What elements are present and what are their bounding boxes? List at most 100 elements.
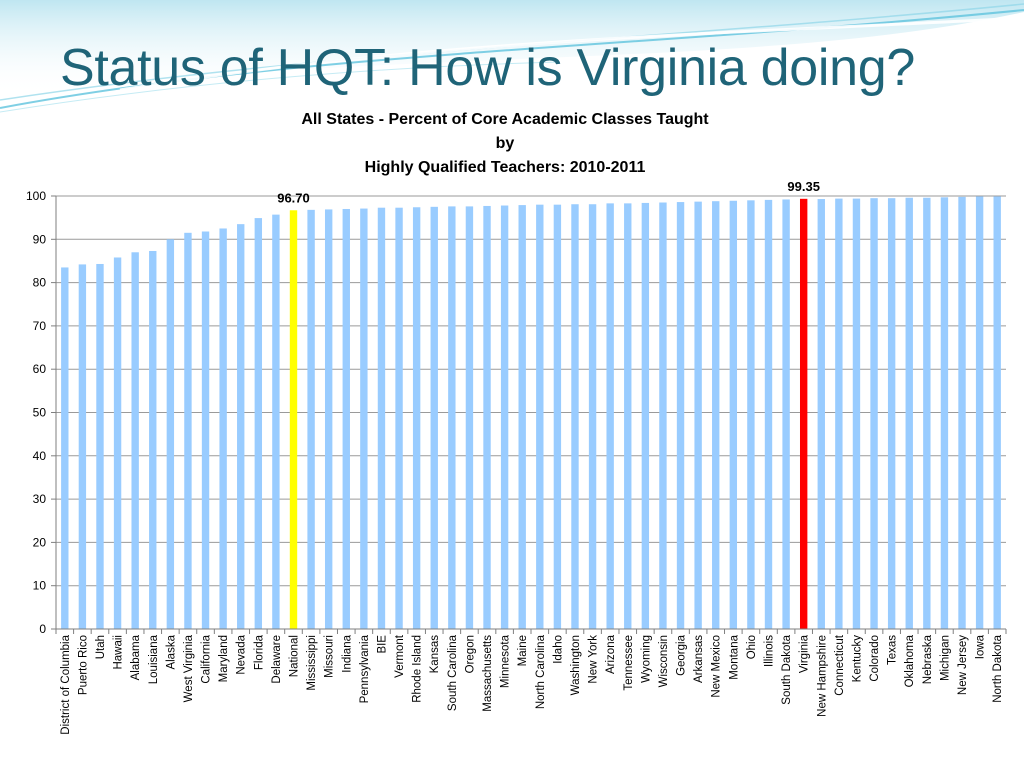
- x-tick-label-minnesota: Minnesota: [500, 634, 512, 688]
- chart-title-line-1: All States - Percent of Core Academic Cl…: [301, 111, 709, 128]
- x-tick-label-georgia: Georgia: [676, 634, 688, 676]
- slide-title: Status of HQT: How is Virginia doing?: [60, 39, 916, 97]
- bar-national: [289, 210, 298, 629]
- y-tick-label-50: 50: [33, 406, 47, 420]
- bar-illinois: [764, 199, 773, 629]
- bar-idaho: [553, 204, 562, 629]
- y-tick-label-80: 80: [33, 276, 47, 290]
- x-tick-label-rhode-island: Rhode Island: [412, 635, 424, 703]
- bar-virginia: [799, 198, 808, 629]
- y-tick-label-10: 10: [33, 579, 47, 593]
- x-tick-label-idaho: Idaho: [552, 635, 564, 664]
- bar-west-virginia: [184, 232, 192, 629]
- x-tick-label-north-carolina: North Carolina: [535, 634, 547, 709]
- x-tick-label-new-hampshire: New Hampshire: [816, 635, 828, 717]
- x-tick-label-west-virginia: West Virginia: [183, 634, 195, 702]
- data-label-virginia: 99.35: [787, 179, 820, 194]
- bar-north-dakota: [993, 196, 1001, 630]
- bar-florida: [254, 218, 263, 629]
- bar-new-hampshire: [817, 199, 825, 629]
- x-tick-label-district-of-columbia: District of Columbia: [60, 634, 72, 734]
- bar-minnesota: [500, 205, 509, 629]
- x-tick-label-wyoming: Wyoming: [640, 635, 652, 683]
- y-tick-label-70: 70: [33, 319, 47, 333]
- y-tick-label-40: 40: [33, 449, 47, 463]
- bar-nebraska: [923, 197, 931, 629]
- bar-colorado: [870, 198, 878, 630]
- x-tick-label-puerto-rico: Puerto Rico: [77, 635, 89, 695]
- bar-new-mexico: [712, 201, 720, 630]
- x-tick-label-illinois: Illinois: [764, 635, 776, 667]
- x-tick-label-connecticut: Connecticut: [834, 634, 846, 696]
- bar-washington: [571, 204, 579, 630]
- bar-rhode-island: [412, 207, 421, 629]
- bar-maryland: [219, 228, 227, 629]
- bar-arkansas: [694, 201, 702, 629]
- y-tick-label-100: 100: [26, 189, 46, 203]
- x-tick-label-utah: Utah: [95, 635, 107, 659]
- x-tick-label-bie: BIE: [376, 635, 388, 654]
- bar-massachusetts: [483, 205, 491, 630]
- bar-louisiana: [149, 250, 157, 629]
- bar-oregon: [465, 206, 474, 629]
- y-tick-label-30: 30: [33, 492, 47, 506]
- bar-district-of-columbia: [61, 267, 69, 629]
- x-tick-label-missouri: Missouri: [324, 635, 336, 678]
- gridlines: [56, 195, 1006, 587]
- x-tick-label-south-carolina: South Carolina: [447, 634, 459, 711]
- x-tick-label-pennsylvania: Pennsylvania: [359, 634, 371, 703]
- chart-title-line-2: by: [495, 135, 515, 152]
- x-tick-label-oregon: Oregon: [464, 635, 476, 673]
- labels: 0 10 20 30 40 50 60 70 80 90 100 District of Columb…: [26, 179, 1004, 735]
- x-tick-label-texas: Texas: [887, 635, 899, 665]
- bar-iowa: [975, 196, 984, 630]
- x-tick-label-mississippi: Mississippi: [306, 635, 318, 691]
- x-tick-label-new-york: New York: [588, 635, 600, 684]
- x-tick-label-colorado: Colorado: [869, 635, 881, 682]
- bar-georgia: [676, 202, 685, 629]
- x-tick-label-ohio: Ohio: [746, 635, 758, 659]
- x-tick-label-alaska: Alaska: [165, 634, 177, 669]
- bar-utah: [96, 263, 104, 629]
- decorative-header-swoosh: [0, 0, 1024, 113]
- x-tick-label-maine: Maine: [517, 635, 529, 666]
- bar-california: [201, 231, 210, 630]
- x-tick-label-michigan: Michigan: [939, 635, 951, 681]
- x-tick-label-california: California: [201, 634, 213, 683]
- bar-bie: [377, 207, 386, 630]
- x-tick-label-arizona: Arizona: [605, 634, 617, 674]
- x-tick-label-maryland: Maryland: [218, 635, 230, 682]
- bars: [61, 196, 1001, 630]
- bar-ohio: [747, 200, 755, 629]
- x-tick-label-new-jersey: New Jersey: [957, 635, 969, 695]
- bar-puerto-rico: [78, 264, 87, 629]
- data-label-national: 96.70: [277, 190, 310, 205]
- bar-new-jersey: [958, 196, 966, 629]
- bar-hawaii: [113, 257, 122, 629]
- bar-texas: [887, 198, 896, 630]
- bar-nevada: [237, 224, 245, 629]
- y-tick-label-0: 0: [39, 622, 46, 636]
- bar-arizona: [606, 203, 614, 629]
- axes: [51, 195, 1007, 634]
- bar-tennessee: [624, 203, 632, 629]
- x-tick-label-north-dakota: North Dakota: [992, 634, 1004, 702]
- x-tick-label-indiana: Indiana: [341, 634, 353, 672]
- bar-wyoming: [641, 202, 650, 630]
- x-tick-label-tennessee: Tennessee: [623, 635, 635, 691]
- x-tick-label-nebraska: Nebraska: [922, 634, 934, 684]
- y-tick-label-90: 90: [33, 232, 47, 246]
- bar-mississippi: [307, 209, 315, 629]
- bar-south-dakota: [782, 199, 790, 630]
- x-tick-label-washington: Washington: [570, 635, 582, 695]
- y-tick-label-20: 20: [33, 535, 47, 549]
- bar-alaska: [166, 239, 175, 630]
- x-tick-label-kansas: Kansas: [429, 635, 441, 674]
- bar-michigan: [940, 197, 949, 629]
- chart-title-line-3: Highly Qualified Teachers: 2010-2011: [364, 159, 646, 176]
- bar-pennsylvania: [360, 208, 368, 629]
- bar-montana: [729, 200, 738, 629]
- x-tick-label-arkansas: Arkansas: [693, 635, 705, 683]
- y-tick-label-60: 60: [33, 362, 47, 376]
